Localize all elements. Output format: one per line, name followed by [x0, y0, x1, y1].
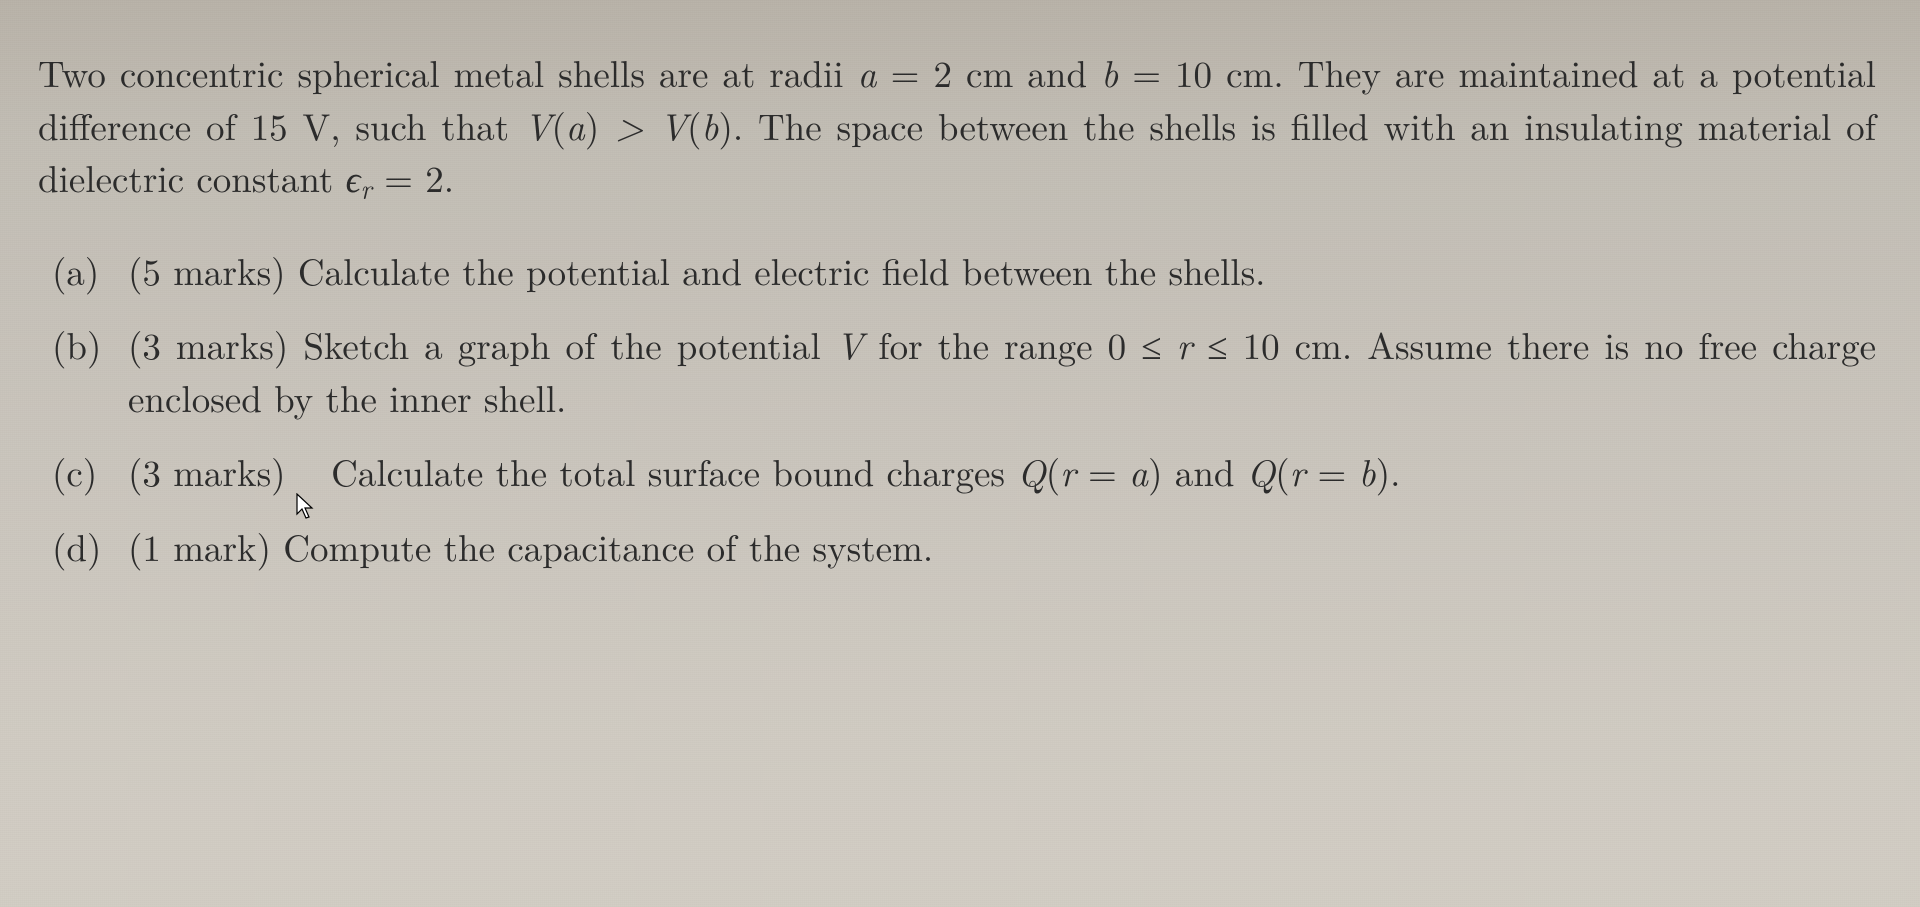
part-a-marks: (5 marks): [128, 243, 286, 296]
part-b-text-2: for the range: [863, 317, 1107, 370]
part-c-Q2-var: r: [1290, 444, 1306, 497]
part-c-marks: (3 marks): [128, 444, 286, 497]
part-c-Q2-open: (: [1275, 444, 1289, 497]
V-of-a-var: a: [566, 98, 585, 151]
V-of-b-open: (: [687, 98, 701, 151]
eq-1: =: [877, 45, 934, 98]
part-c-Q1: Q: [1017, 444, 1045, 497]
intro-text-1: Two concentric spherical metal shells ar…: [38, 45, 858, 98]
eq-2: =: [1118, 45, 1175, 98]
val-b: 10 cm: [1175, 45, 1273, 98]
epsilon: ϵ: [346, 150, 361, 203]
part-c-text-1b: alculate the total surface bound charges: [358, 444, 1017, 497]
var-a: a: [858, 45, 877, 98]
part-d-marks: (1 mark): [128, 519, 271, 572]
intro-and: and: [1013, 45, 1101, 98]
V-of-b-close: ): [718, 98, 732, 151]
part-a: (a) (5 marks) Calculate the potential an…: [52, 244, 1876, 297]
part-c-label: (c): [52, 445, 128, 498]
V-of-b-var: b: [701, 98, 718, 151]
part-c-and: and: [1163, 444, 1247, 497]
part-c-Q2-eq: =: [1305, 444, 1358, 497]
part-c-Q1-open: (: [1046, 444, 1060, 497]
part-c-Q1-close: ): [1148, 444, 1162, 497]
part-a-label: (a): [52, 244, 128, 297]
part-d-label: (d): [52, 520, 128, 573]
part-c: (c) (3 marks) Calculate the total surfac…: [52, 445, 1876, 498]
part-c-Q2-close: ): [1376, 444, 1390, 497]
part-d: (d) (1 mark) Compute the capacitance of …: [52, 520, 1876, 573]
val-a: 2 cm: [933, 45, 1013, 98]
problem-page: Two concentric spherical metal shells ar…: [0, 0, 1920, 572]
part-b: (b) (3 marks) Sketch a graph of the pote…: [52, 318, 1876, 423]
part-c-Q2-val: b: [1359, 444, 1376, 497]
part-d-body: (1 mark) Compute the capacitance of the …: [128, 520, 1876, 573]
part-c-Q1-eq: =: [1076, 444, 1129, 497]
intro-text-3: , such that: [330, 98, 524, 151]
part-b-marks: (3 marks): [128, 317, 288, 370]
part-c-body: (3 marks) Calculate the total surface bo…: [128, 445, 1876, 498]
V-of-b-V: V: [660, 98, 688, 151]
part-b-range-rhs: ≤ 10 cm: [1192, 317, 1342, 370]
part-b-body: (3 marks) Sketch a graph of the potentia…: [128, 318, 1876, 423]
part-c-Q2: Q: [1247, 444, 1275, 497]
intro-period: .: [444, 150, 454, 203]
V-of-a-V: V: [524, 98, 552, 151]
parts-list: (a) (5 marks) Calculate the potential an…: [38, 244, 1876, 573]
part-c-period: .: [1390, 444, 1400, 497]
gt-sign: >: [599, 98, 659, 151]
part-c-Q1-var: r: [1060, 444, 1076, 497]
part-b-range-lhs: 0 ≤: [1108, 317, 1177, 370]
eq-3: =: [372, 150, 425, 203]
part-b-text-1: Sketch a graph of the potential: [288, 317, 835, 370]
epsilon-val: 2: [425, 150, 444, 203]
part-c-text-1: C: [286, 444, 358, 497]
part-b-label: (b): [52, 318, 128, 423]
epsilon-sub: r: [361, 169, 372, 207]
part-a-body: (5 marks) Calculate the potential and el…: [128, 244, 1876, 297]
part-a-text: Calculate the potential and electric fie…: [286, 243, 1266, 296]
V-of-a-open: (: [552, 98, 566, 151]
part-b-range-var: r: [1177, 317, 1193, 370]
problem-intro: Two concentric spherical metal shells ar…: [38, 46, 1876, 208]
part-b-V: V: [836, 317, 864, 370]
var-b: b: [1101, 45, 1118, 98]
part-d-text: Compute the capacitance of the system.: [271, 519, 933, 572]
part-c-Q1-val: a: [1129, 444, 1148, 497]
pd-value: 15 V: [251, 98, 331, 151]
V-of-a-close: ): [585, 98, 599, 151]
